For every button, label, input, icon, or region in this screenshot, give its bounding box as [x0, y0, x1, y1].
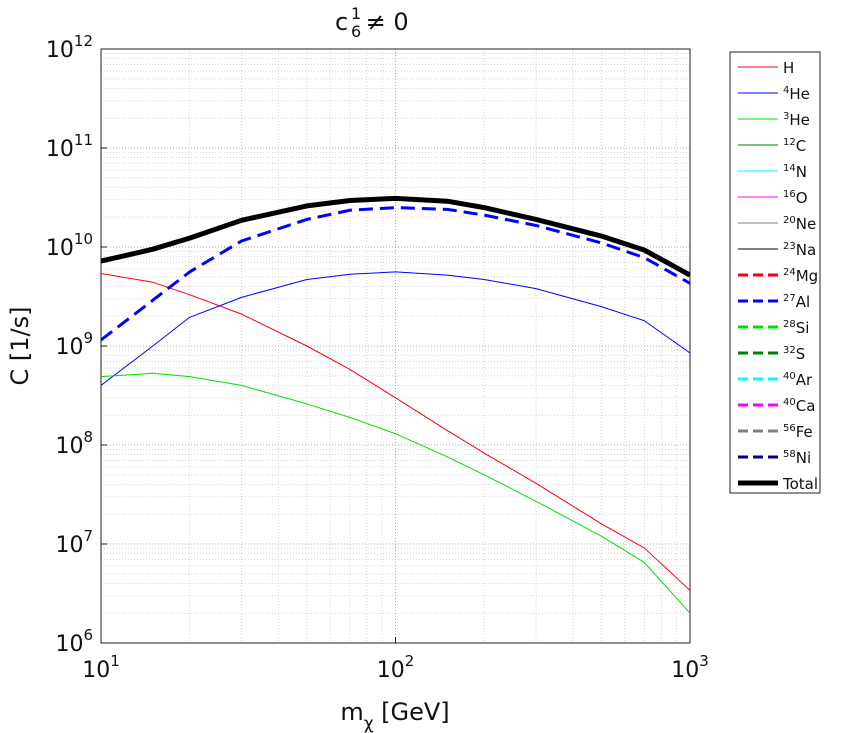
tick-base: 10 [55, 533, 83, 558]
x-label-base: m [340, 698, 363, 726]
legend-label: 3He [783, 111, 810, 129]
legend-name: Ca [796, 397, 816, 415]
series-line [101, 372, 690, 614]
legend-name: Ni [796, 449, 811, 467]
legend-label: 40Ar [783, 371, 813, 389]
legend-name: C [796, 137, 806, 155]
tick-base: 10 [55, 434, 83, 459]
y-tick-label: 1012 [46, 32, 93, 63]
legend-name: Mg [796, 267, 818, 285]
legend-sup: 32 [783, 345, 796, 356]
legend-name: Na [796, 241, 816, 259]
legend-name: S [796, 345, 806, 363]
tick-base: 10 [46, 38, 74, 63]
legend-label: 28Si [783, 319, 809, 337]
tick-exp: 6 [83, 626, 93, 644]
legend-label: 32S [783, 345, 805, 363]
tick-base: 10 [46, 236, 74, 261]
tick-exp: 10 [74, 230, 93, 248]
legend-name: H [783, 59, 794, 77]
plot-frame [100, 48, 691, 644]
legend-sup: 16 [783, 189, 796, 200]
x-tick-label: 101 [82, 652, 120, 683]
tick-exp: 1 [110, 652, 120, 670]
x-label-sub: χ [364, 714, 374, 733]
chart-title: c [335, 8, 348, 36]
legend-label: 58Ni [783, 449, 811, 467]
legend-sup: 56 [783, 423, 796, 434]
legend-name: Ne [796, 215, 816, 233]
legend-name: Al [796, 293, 810, 311]
tick-exp: 9 [83, 329, 93, 347]
legend-name: N [796, 163, 807, 181]
legend-label: H [783, 59, 794, 77]
legend-label: 20Ne [783, 215, 816, 233]
x-tick-label: 103 [671, 652, 709, 683]
legend-sup: 20 [783, 215, 796, 226]
legend-label: 16O [783, 189, 808, 207]
legend-sup: 40 [783, 371, 796, 382]
tick-exp: 11 [74, 131, 93, 149]
legend-sup: 3 [783, 111, 789, 122]
series-line [101, 206, 690, 342]
series-line [101, 271, 690, 386]
y-tick-label: 1010 [46, 230, 93, 261]
tick-exp: 12 [74, 32, 93, 50]
tick-base: 10 [82, 658, 110, 683]
legend-sup: 58 [783, 449, 796, 460]
x-label-rest: [GeV] [374, 698, 450, 726]
legend-label: 12C [783, 137, 806, 155]
title-sup: 1 [351, 4, 361, 23]
legend-label: 24Mg [783, 267, 818, 285]
y-axis-label: C [1/s] [6, 307, 34, 386]
tick-base: 10 [671, 658, 699, 683]
legend-sup: 4 [783, 85, 789, 96]
title-sub: 6 [351, 22, 361, 41]
legend-name: Si [796, 319, 810, 337]
legend-name: He [789, 85, 810, 103]
legend-name: O [796, 189, 808, 207]
title-rest: ≠ 0 [358, 8, 409, 36]
legend-sup: 28 [783, 319, 796, 330]
tick-exp: 3 [699, 652, 709, 670]
legend-label: 40Ca [783, 397, 815, 415]
legend-sup: 14 [783, 163, 796, 174]
legend-label: 23Na [783, 241, 816, 259]
tick-base: 10 [46, 137, 74, 162]
x-tick-label: 102 [377, 652, 415, 683]
legend-name: Ar [796, 371, 813, 389]
y-tick-label: 109 [55, 329, 93, 360]
legend-sup: 40 [783, 397, 796, 408]
title-base: c [335, 8, 348, 36]
legend-name: He [789, 111, 810, 129]
y-tick-label: 107 [55, 527, 93, 558]
y-tick-label: 108 [55, 428, 93, 459]
tick-exp: 2 [405, 652, 415, 670]
series-line [101, 195, 690, 278]
legend-label: 27Al [783, 293, 810, 311]
legend-sup: 27 [783, 293, 796, 304]
legend-label: Total [782, 475, 818, 493]
tick-base: 10 [55, 632, 83, 657]
series-line [101, 273, 690, 591]
legend-sup: 12 [783, 137, 796, 148]
legend-label: 4He [783, 85, 810, 103]
tick-base: 10 [377, 658, 405, 683]
x-axis-label: mχ [GeV] [340, 698, 449, 733]
legend-label: 14N [783, 163, 807, 181]
tick-exp: 8 [83, 428, 93, 446]
tick-base: 10 [55, 335, 83, 360]
legend-name: Total [782, 475, 818, 493]
legend-label: 56Fe [783, 423, 813, 441]
y-tick-label: 106 [55, 626, 93, 657]
y-tick-label: 1011 [46, 131, 93, 162]
legend-sup: 23 [783, 241, 796, 252]
legend-box [729, 51, 821, 494]
legend-name: Fe [796, 423, 813, 441]
tick-exp: 7 [83, 527, 93, 545]
legend-sup: 24 [783, 267, 796, 278]
